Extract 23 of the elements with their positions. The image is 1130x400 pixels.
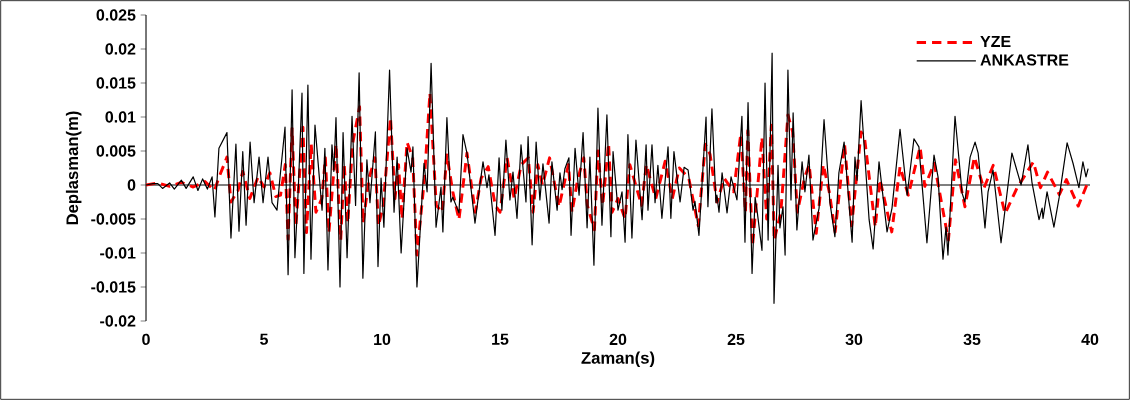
legend-label: ANKASTRE <box>980 54 1069 66</box>
y-tick-label: 0.01 <box>105 111 136 123</box>
y-tick-label: 0 <box>127 179 136 191</box>
y-tick-label: 0.005 <box>96 145 136 157</box>
legend-label: YZE <box>980 35 1011 47</box>
y-tick-label: -0.01 <box>100 247 136 259</box>
x-tick-label: 30 <box>845 333 863 346</box>
x-tick-label: 15 <box>492 333 509 345</box>
x-tick-label: 10 <box>374 333 391 346</box>
y-tick-label: -0.015 <box>91 281 136 293</box>
y-tick-label: 0.025 <box>96 9 136 21</box>
x-tick-label: 35 <box>963 333 981 346</box>
x-axis-title: Zaman(s) <box>581 351 655 368</box>
x-tick-label: 25 <box>727 333 745 346</box>
y-tick-label: -0.005 <box>91 213 136 225</box>
y-tick-label: 0.02 <box>105 43 136 55</box>
y-tick-label: -0.02 <box>100 315 136 327</box>
x-tick-label: 0 <box>142 333 150 346</box>
x-tick-label: 40 <box>1081 333 1099 346</box>
x-tick-label: 20 <box>609 333 627 346</box>
y-tick-label: 0.015 <box>96 77 136 89</box>
x-tick-label: 5 <box>260 333 268 345</box>
y-axis-title: Deplasman(m) <box>65 111 82 225</box>
